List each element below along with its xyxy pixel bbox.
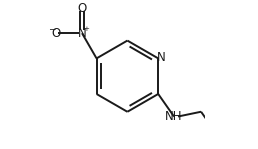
Text: NH: NH [165,110,183,123]
Text: O: O [77,2,87,15]
Text: N: N [78,27,86,40]
Text: +: + [83,26,89,32]
Text: −: − [49,25,56,34]
Text: O: O [51,27,60,40]
Text: N: N [157,51,165,64]
